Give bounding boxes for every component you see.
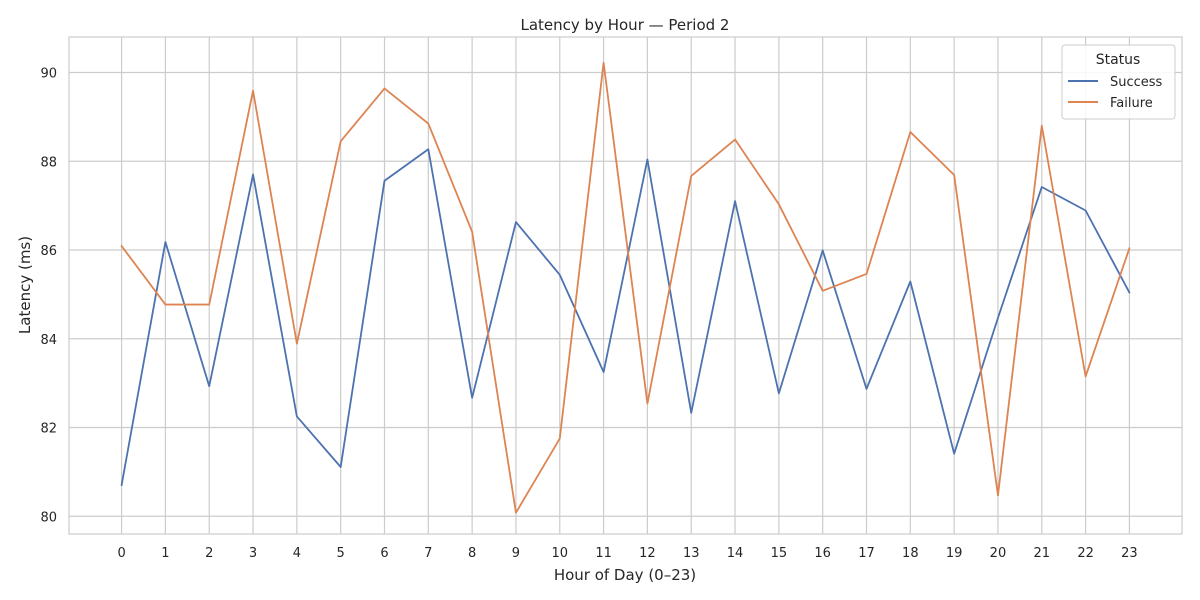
- y-tick-label: 80: [40, 510, 57, 525]
- x-tick-label: 2: [205, 546, 213, 561]
- series-group: [120, 61, 1131, 514]
- x-tick-label: 15: [771, 546, 788, 561]
- x-axis-label: Hour of Day (0–23): [554, 566, 696, 584]
- x-tick-label: 16: [814, 546, 831, 561]
- x-tick-label: 11: [595, 546, 612, 561]
- x-tick-label: 7: [424, 546, 432, 561]
- series-line-success: [120, 148, 1131, 487]
- x-tick-label: 14: [727, 546, 744, 561]
- legend: Status Success Failure: [1061, 44, 1176, 120]
- y-tick-label: 90: [40, 67, 57, 82]
- x-tick-labels: 0 1 2 3 4 5 6 7 8 9 10 11 12 13 14 15 16 17 18 19 20 21 22 23: [117, 546, 1137, 561]
- legend-label-failure: Failure: [1110, 96, 1153, 111]
- x-tick-label: 12: [639, 546, 656, 561]
- y-tick-label: 86: [40, 244, 57, 259]
- x-tick-label: 9: [512, 546, 520, 561]
- x-tick-label: 5: [337, 546, 345, 561]
- x-tick-label: 21: [1034, 546, 1051, 561]
- legend-box: [1061, 44, 1176, 120]
- y-tick-label: 88: [40, 155, 57, 170]
- x-tick-label: 20: [990, 546, 1007, 561]
- x-tick-label: 19: [946, 546, 963, 561]
- x-tick-label: 3: [249, 546, 257, 561]
- series-line-failure: [120, 61, 1131, 514]
- x-tick-label: 0: [117, 546, 125, 561]
- x-tick-label: 13: [683, 546, 700, 561]
- legend-label-success: Success: [1110, 75, 1163, 90]
- y-axis-label: Latency (ms): [16, 236, 34, 334]
- x-tick-label: 22: [1077, 546, 1094, 561]
- x-tick-label: 18: [902, 546, 919, 561]
- x-tick-label: 10: [551, 546, 568, 561]
- legend-title: Status: [1096, 52, 1141, 68]
- y-tick-label: 84: [40, 333, 57, 348]
- x-tick-label: 4: [293, 546, 301, 561]
- x-tick-label: 23: [1121, 546, 1138, 561]
- y-tick-label: 82: [40, 422, 57, 437]
- y-tick-labels: 80 82 84 86 88 90: [40, 67, 57, 526]
- x-tick-label: 8: [468, 546, 476, 561]
- plot-frame: [68, 36, 1183, 535]
- x-tick-label: 1: [161, 546, 169, 561]
- chart-title: Latency by Hour — Period 2: [521, 16, 730, 34]
- x-tick-label: 6: [380, 546, 388, 561]
- x-tick-label: 17: [858, 546, 875, 561]
